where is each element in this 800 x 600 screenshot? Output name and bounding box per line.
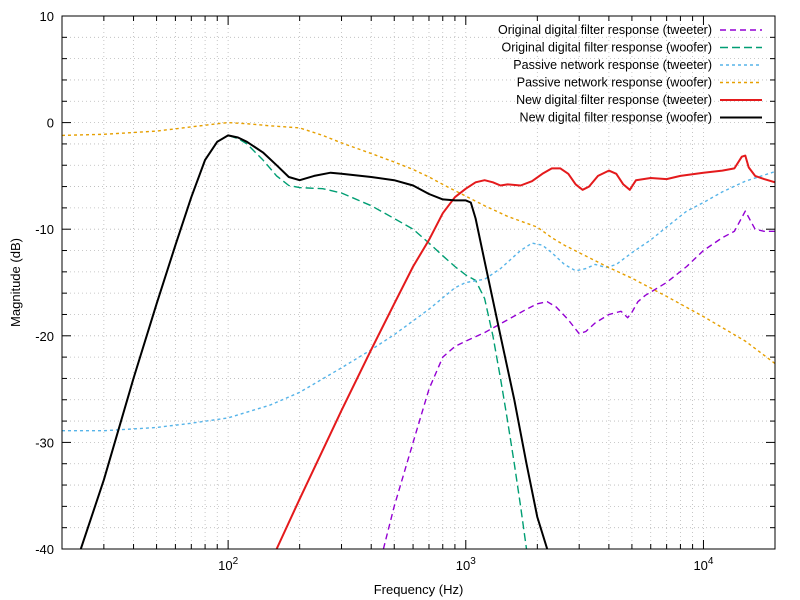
series-layer <box>62 121 775 549</box>
legend-label: Passive network response (woofer) <box>517 76 712 90</box>
y-tick-label: -40 <box>35 542 54 557</box>
legend-label: Passive network response (tweeter) <box>513 58 712 72</box>
y-axis-label: Magnitude (dB) <box>8 238 23 327</box>
y-tick-label: -30 <box>35 435 54 450</box>
series-line-4 <box>62 121 775 365</box>
x-tick-label: 103 <box>456 556 476 573</box>
legend-label: New digital filter response (tweeter) <box>516 93 712 107</box>
y-tick-label: -10 <box>35 222 54 237</box>
legend-label: Original digital filter response (tweete… <box>498 23 712 37</box>
legend: Original digital filter response (tweete… <box>498 23 762 125</box>
x-axis-label: Frequency (Hz) <box>374 582 464 597</box>
y-tick-label: -20 <box>35 329 54 344</box>
series-line-3 <box>62 170 775 432</box>
ticks <box>61 15 776 550</box>
legend-label: New digital filter response (woofer) <box>520 111 712 125</box>
y-tick-label: 10 <box>40 9 54 24</box>
grid <box>61 16 776 549</box>
series-line-5 <box>275 154 775 549</box>
series-line-1 <box>382 210 775 549</box>
x-tick-label: 104 <box>693 556 713 573</box>
legend-label: Original digital filter response (woofer… <box>501 41 712 55</box>
tick-labels: 10 0 -10 -20 -30 -40 102 103 104 <box>35 9 714 573</box>
plot-frame <box>61 15 776 550</box>
x-tick-label: 102 <box>218 556 238 573</box>
y-tick-label: 0 <box>47 116 54 131</box>
series-line-6 <box>79 134 549 549</box>
